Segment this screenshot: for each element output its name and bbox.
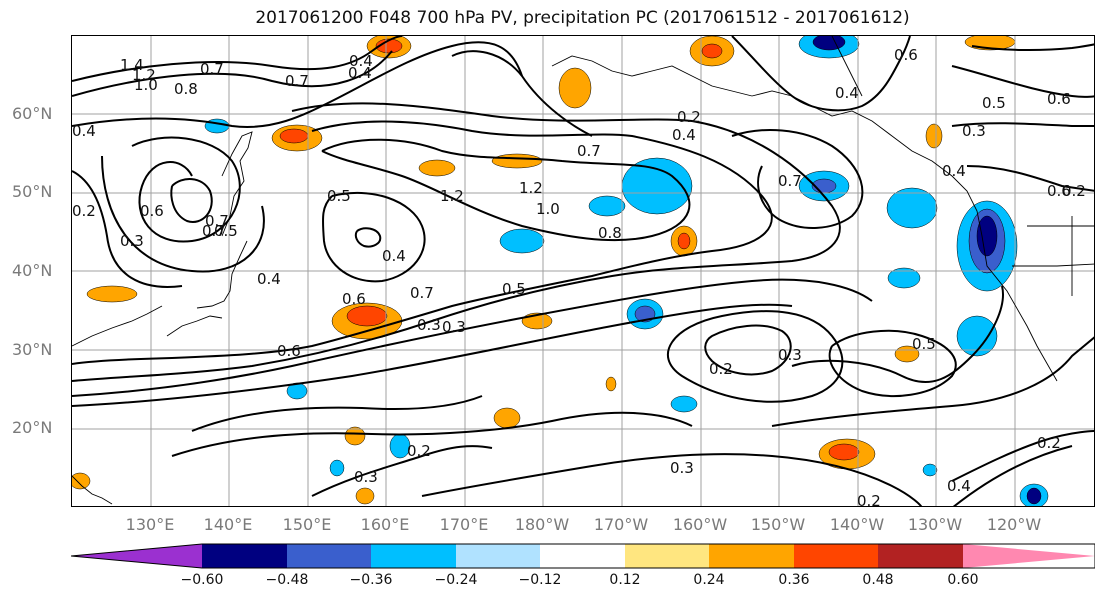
- contour-label: 0.7: [778, 172, 802, 190]
- contour-labels: 1.4 1.2 1.0 0.8 0.7 0.4 0.7 0.4 0.6 0.5 …: [72, 46, 1086, 507]
- coastlines: [72, 36, 1094, 505]
- colorbar: [71, 543, 1095, 569]
- contour-label: 0.4: [349, 52, 373, 70]
- lat-label-40n: 40°N: [12, 261, 53, 280]
- contour-label: 0.4: [942, 162, 966, 180]
- contour-label: 0.5: [214, 222, 238, 240]
- precip-shading: [72, 36, 1049, 506]
- lon-label-150e: 150°E: [282, 515, 332, 534]
- colorbar-tick: 0.12: [609, 572, 641, 588]
- contour-label: 0.2: [677, 108, 701, 126]
- colorbar-segment: [71, 544, 202, 568]
- lon-label-120w: 120°W: [986, 515, 1042, 534]
- lon-label-180w: 180°W: [514, 515, 570, 534]
- contour-label: 1.2: [132, 66, 156, 84]
- contour-label: 0.4: [947, 477, 971, 495]
- contour-label: 1.0: [134, 76, 158, 94]
- colorbar-segment: [540, 544, 625, 568]
- contour-label: 0.6: [277, 342, 301, 360]
- lon-label-130e: 130°E: [125, 515, 175, 534]
- colorbar-segment: [287, 544, 371, 568]
- contour-label: 0.2: [1062, 182, 1086, 200]
- lon-label-160e: 160°E: [360, 515, 410, 534]
- contour-label: 0.5: [912, 335, 936, 353]
- contour-label: 0.2: [1037, 434, 1061, 452]
- colorbar-segment: [371, 544, 456, 568]
- contour-label: 0.4: [348, 64, 372, 82]
- contour-label: 0.6: [1047, 90, 1071, 108]
- contour-label: 0.2: [857, 492, 881, 507]
- colorbar-segment: [202, 544, 287, 568]
- contour-label: 0.6: [342, 290, 366, 308]
- lon-label-170w: 170°W: [593, 515, 649, 534]
- colorbar-tick: 0.48: [862, 572, 894, 588]
- contour-label: 1.2: [440, 187, 464, 205]
- lat-label-30n: 30°N: [12, 340, 53, 359]
- colorbar-segment: [625, 544, 709, 568]
- colorbar-segment: [963, 544, 1095, 568]
- colorbar-tick: −0.24: [434, 572, 478, 588]
- contour-label: 0.4: [835, 84, 859, 102]
- colorbar-tick: 0.24: [693, 572, 725, 588]
- contour-label: 0.2: [709, 360, 733, 378]
- colorbar-tick: 0.36: [778, 572, 810, 588]
- pv-contours: [72, 36, 1094, 506]
- lat-label-50n: 50°N: [12, 182, 53, 201]
- lon-label-160w: 160°W: [672, 515, 728, 534]
- contour-label: 0.3: [778, 346, 802, 364]
- contour-label: 0.7: [410, 284, 434, 302]
- colorbar-tick: −0.36: [349, 572, 393, 588]
- lon-label-150w: 150°W: [750, 515, 806, 534]
- contour-label: 1.4: [120, 56, 144, 74]
- lon-label-140e: 140°E: [203, 515, 253, 534]
- lat-label-60n: 60°N: [12, 104, 53, 123]
- contour-label: 0.6: [894, 46, 918, 64]
- contour-label: 1.2: [519, 179, 543, 197]
- contour-label: 0.7: [205, 212, 229, 230]
- contour-label: 0.7: [202, 222, 226, 240]
- contour-label: 0.3: [354, 468, 378, 486]
- chart-title: 2017061200 F048 700 hPa PV, precipitatio…: [255, 8, 910, 28]
- colorbar-tick: −0.48: [265, 572, 309, 588]
- contour-label: 0.4: [257, 270, 281, 288]
- contour-label: 0.3: [670, 459, 694, 477]
- colorbar-tick: 0.60: [947, 572, 979, 588]
- lon-label-130w: 130°W: [907, 515, 963, 534]
- contour-label: 0.5: [502, 280, 526, 298]
- contour-label: 0.4: [72, 122, 96, 140]
- contour-label: 0.5: [327, 187, 351, 205]
- contour-label: 0.3: [962, 122, 986, 140]
- map-canvas: 1.4 1.2 1.0 0.8 0.7 0.4 0.7 0.4 0.6 0.5 …: [72, 36, 1094, 507]
- contour-label: 0.7: [577, 142, 601, 160]
- contour-label: 0.8: [598, 224, 622, 242]
- contour-label: 0.3: [442, 318, 466, 336]
- contour-label: 0.2: [407, 442, 431, 460]
- contour-label: 0.7: [200, 60, 224, 78]
- contour-label: 0.6: [140, 202, 164, 220]
- lon-label-170e: 170°E: [439, 515, 489, 534]
- colorbar-tick: −0.60: [180, 572, 224, 588]
- contour-label: 0.3: [417, 316, 441, 334]
- colorbar-segment: [709, 544, 794, 568]
- colorbar-tick: −0.12: [518, 572, 562, 588]
- contour-label: 0.4: [672, 126, 696, 144]
- contour-label: 0.2: [72, 202, 96, 220]
- lat-label-20n: 20°N: [12, 418, 53, 437]
- colorbar-outline: [71, 543, 1095, 569]
- contour-label: 1.0: [536, 200, 560, 218]
- contour-label: 0.5: [982, 94, 1006, 112]
- map-panel: 1.4 1.2 1.0 0.8 0.7 0.4 0.7 0.4 0.6 0.5 …: [71, 35, 1095, 507]
- colorbar-segment: [794, 544, 878, 568]
- colorbar-segment: [878, 544, 963, 568]
- lon-label-140w: 140°W: [829, 515, 885, 534]
- contour-label: 0.8: [174, 80, 198, 98]
- contour-label: 0.4: [382, 247, 406, 265]
- colorbar-segment: [456, 544, 540, 568]
- contour-label: 0.3: [120, 232, 144, 250]
- contour-label: 0.7: [285, 72, 309, 90]
- contour-label: 0.6: [1047, 182, 1071, 200]
- graticule: [72, 36, 1094, 506]
